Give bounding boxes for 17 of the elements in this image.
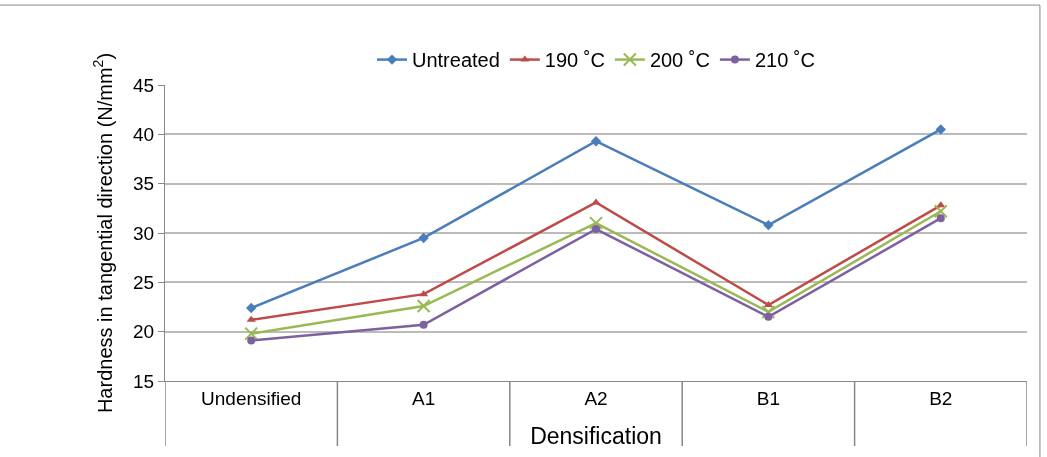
legend-label: 210 ˚C xyxy=(754,49,815,72)
y-tick-label: 15 xyxy=(133,370,155,392)
y-tick-label: 45 xyxy=(133,74,155,96)
x-tick-label: A2 xyxy=(584,387,608,409)
x-tick-label: A1 xyxy=(411,387,436,409)
y-tick-label: 25 xyxy=(133,271,155,293)
x-axis-title: Densification xyxy=(530,423,662,450)
y-tick-label: 20 xyxy=(133,321,155,343)
y-tick-label: 35 xyxy=(133,173,155,195)
legend-label: 190 ˚C xyxy=(544,49,605,72)
x-tick-label: Undensified xyxy=(201,387,302,409)
x-tick-label: B2 xyxy=(929,387,953,409)
y-tick-label: 30 xyxy=(133,222,155,244)
legend-label: Untreated xyxy=(412,49,500,72)
x-tick-label: B1 xyxy=(756,387,781,409)
legend-label: 200 ˚C xyxy=(649,49,710,72)
y-tick-label: 40 xyxy=(133,123,155,145)
